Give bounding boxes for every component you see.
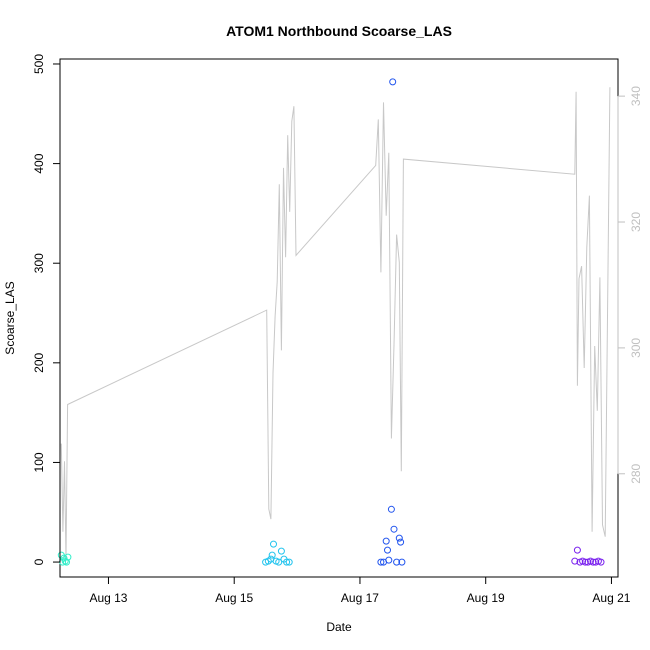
- y-axis-left: 0 100 200 300 400 500: [32, 54, 61, 565]
- chart-title: ATOM1 Northbound Scoarse_LAS: [226, 23, 452, 39]
- data-point-series-1: [64, 553, 72, 561]
- data-point-series-4: [589, 558, 597, 566]
- data-point-series-2: [268, 551, 276, 559]
- y-tick-label: 500: [32, 54, 46, 74]
- data-point-series-2: [275, 558, 283, 566]
- data-point-series-1: [63, 558, 70, 566]
- y-tick-label: 400: [32, 153, 46, 173]
- data-point-series-2: [277, 547, 285, 555]
- y-right-tick-label: 340: [629, 86, 643, 106]
- plot-frame: [59, 58, 619, 578]
- data-point-series-3: [385, 556, 393, 564]
- data-point-series-4: [571, 557, 579, 565]
- x-tick-label: Aug 15: [215, 591, 253, 605]
- y-tick-label: 200: [32, 352, 46, 372]
- data-point-series-3: [377, 558, 385, 566]
- y-axis-right: 280 300 320 340: [617, 86, 643, 484]
- data-point-series-3: [387, 505, 395, 513]
- x-tick-label: Aug 19: [467, 591, 505, 605]
- data-point-series-2: [270, 540, 277, 548]
- x-tick-label: Aug 21: [592, 591, 630, 605]
- y-tick-label: 0: [32, 558, 46, 565]
- temperature-line-layer: [60, 87, 611, 560]
- data-point-series-4: [597, 558, 605, 566]
- data-point-series-4: [573, 546, 581, 554]
- data-point-series-4: [581, 558, 589, 566]
- data-point-series-3: [389, 78, 397, 86]
- data-point-series-3: [382, 537, 390, 545]
- y-axis-label: Scoarse_LAS: [3, 281, 17, 354]
- y-right-tick-label: 300: [629, 338, 643, 358]
- x-axis: Aug 13 Aug 15 Aug 17 Aug 19 Aug 21: [89, 576, 631, 605]
- y-tick-label: 100: [32, 452, 46, 472]
- temperature-line: [60, 87, 611, 560]
- y-right-tick-label: 320: [629, 212, 643, 232]
- x-axis-label: Date: [326, 620, 352, 634]
- points-layer: [57, 78, 605, 566]
- x-tick-label: Aug 13: [89, 591, 127, 605]
- data-point-series-2: [285, 558, 293, 566]
- data-point-series-3: [398, 558, 406, 566]
- x-tick-label: Aug 17: [341, 591, 379, 605]
- data-point-series-3: [397, 538, 405, 546]
- y-right-tick-label: 280: [629, 463, 643, 483]
- data-point-series-3: [390, 525, 398, 533]
- data-point-series-3: [384, 546, 391, 554]
- data-point-series-3: [395, 534, 403, 542]
- data-point-series-2: [283, 558, 291, 566]
- data-point-series-3: [393, 558, 401, 566]
- y-tick-label: 300: [32, 253, 46, 273]
